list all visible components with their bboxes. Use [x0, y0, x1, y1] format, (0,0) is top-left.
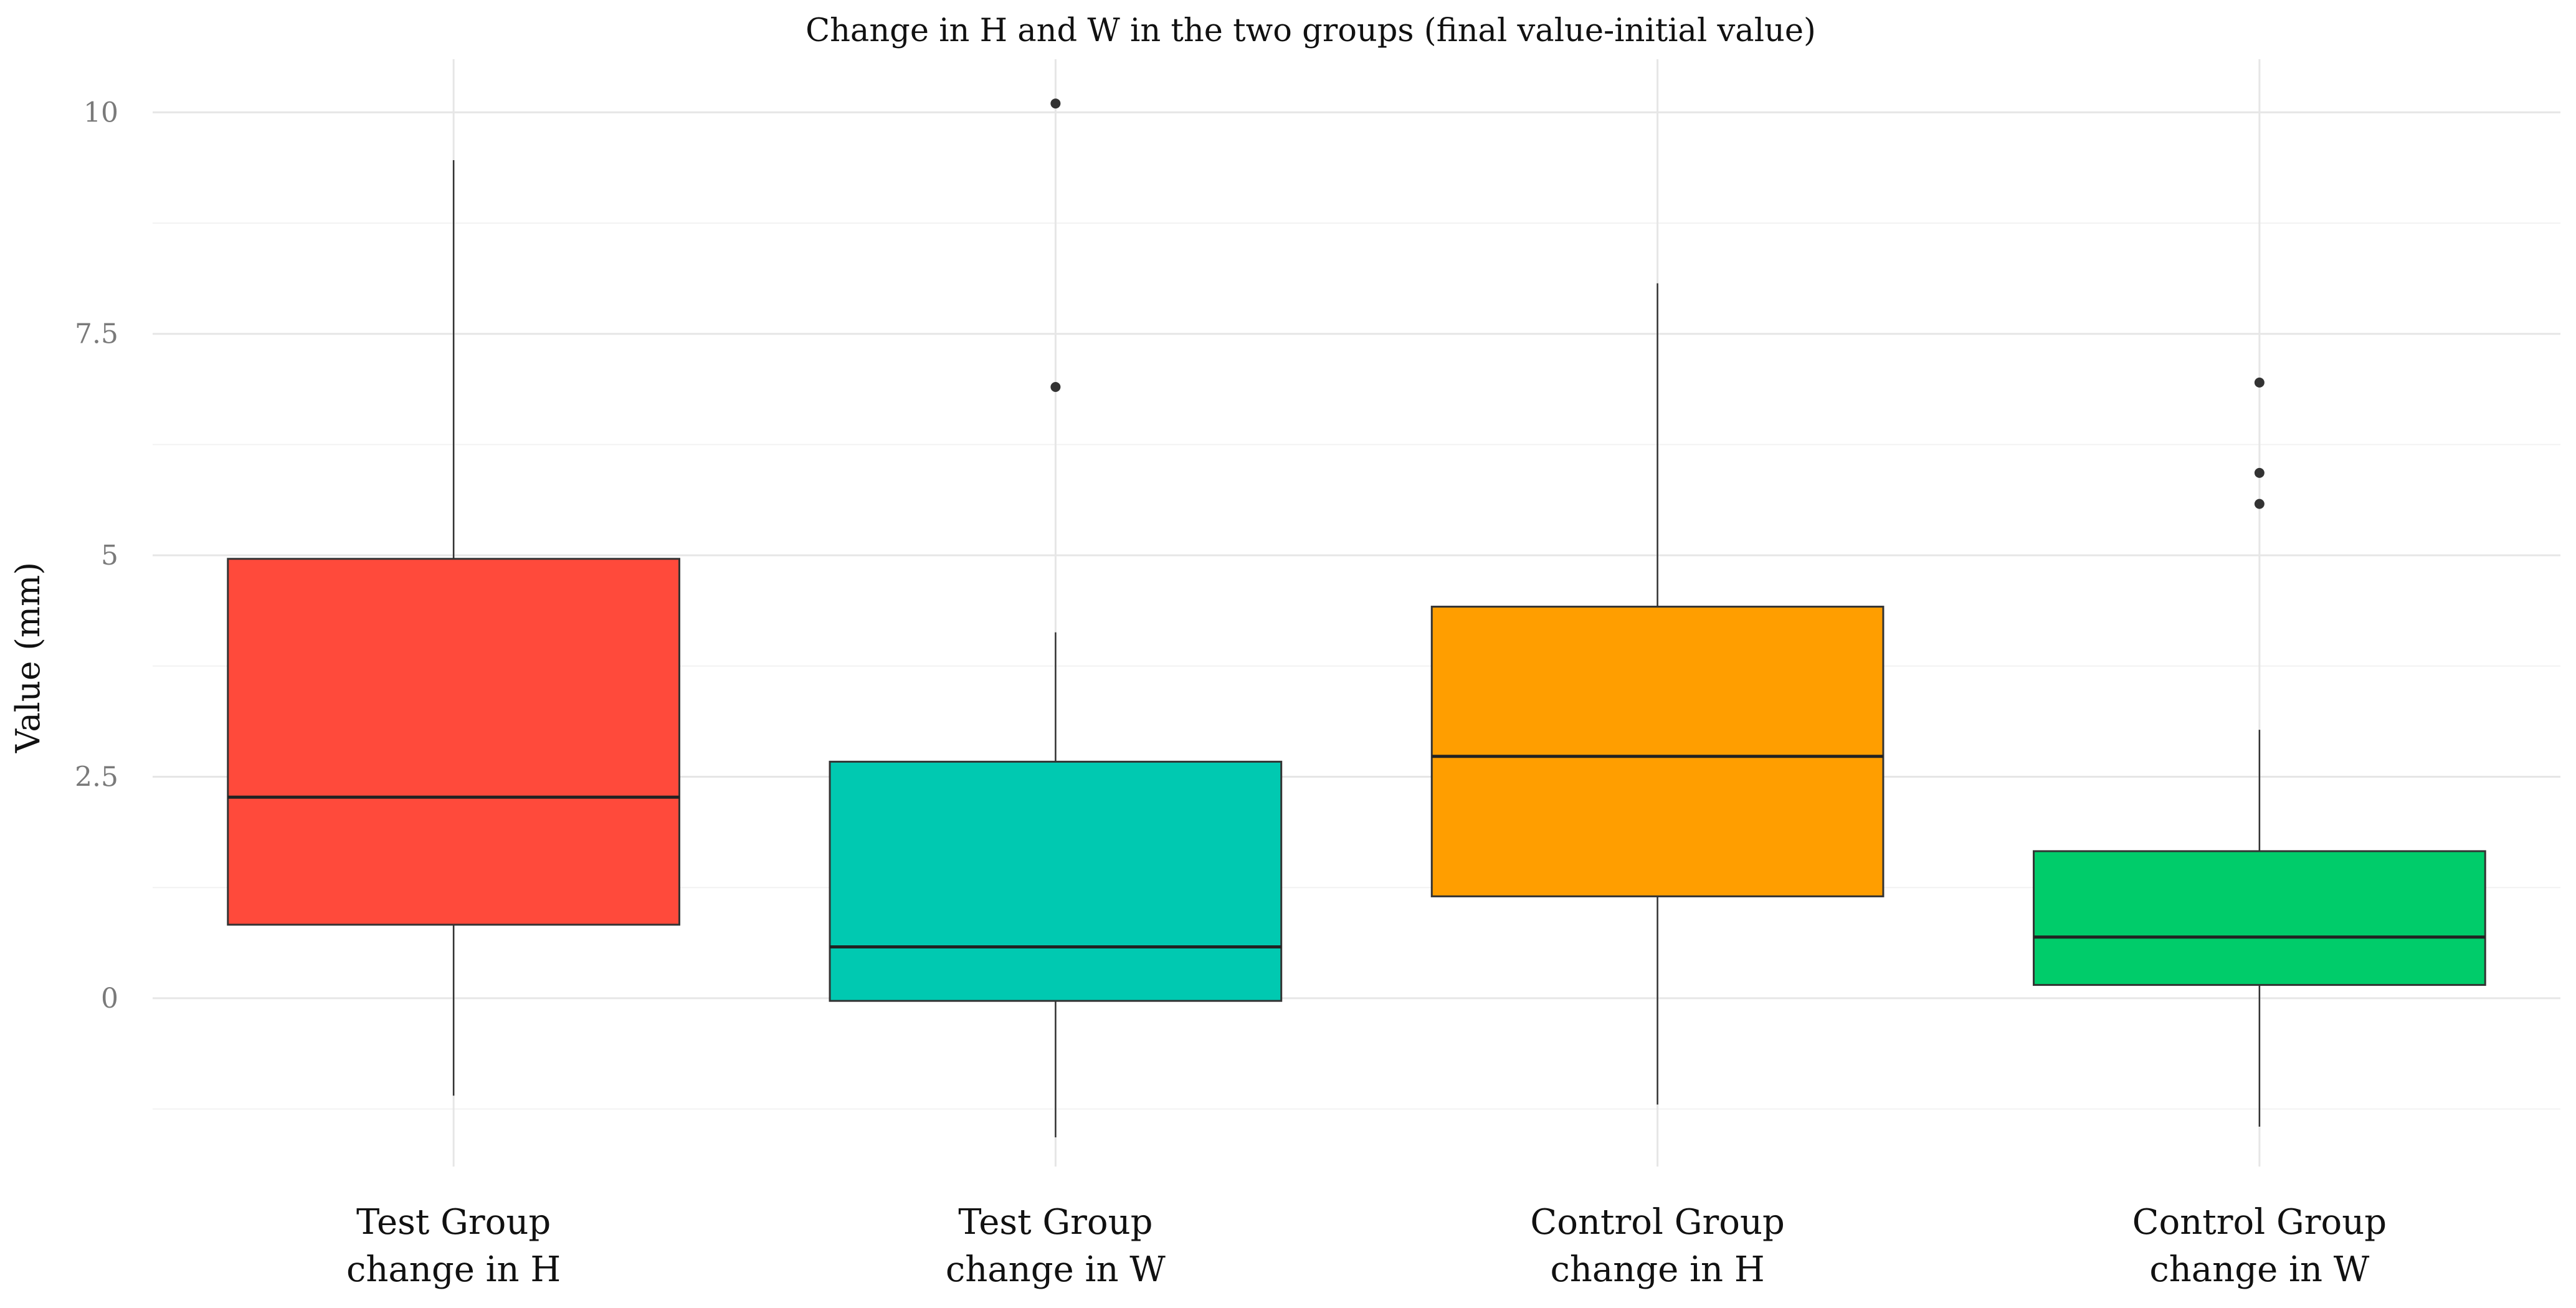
- y-tick-label: 2.5: [75, 761, 118, 793]
- chart-title: Change in H and W in the two groups (fin…: [806, 12, 1816, 49]
- x-tick-label-line: Control Group: [2132, 1202, 2387, 1243]
- x-tick-label-line: change in H: [1550, 1249, 1764, 1290]
- outlier-point: [1050, 98, 1061, 109]
- x-tick-label-line: Test Group: [356, 1202, 551, 1243]
- box-group: [227, 160, 680, 1096]
- box-body: [829, 760, 1283, 1002]
- outlier-point: [2254, 467, 2265, 478]
- box-group: [1430, 283, 1884, 1105]
- x-tick-label: Test Group change in H: [346, 1202, 561, 1290]
- x-tick-label-line: Control Group: [1530, 1202, 1784, 1243]
- x-tick-labels: Test Group change in H Test Group change in…: [346, 1202, 2387, 1290]
- y-tick-label: 7.5: [75, 318, 118, 350]
- y-tick-labels: 0 2.5 5 7.5 10: [75, 97, 118, 1014]
- box-body: [2033, 850, 2486, 986]
- outlier-point: [2254, 377, 2265, 388]
- outlier-point: [1050, 381, 1061, 392]
- x-tick-label-line: Test Group: [958, 1202, 1153, 1243]
- y-tick-label: 0: [101, 983, 118, 1014]
- box-group: [2033, 377, 2486, 1127]
- x-tick-label: Control Group change in H: [1530, 1202, 1784, 1290]
- y-tick-label: 5: [101, 540, 118, 571]
- x-tick-label-line: change in H: [346, 1249, 561, 1290]
- box-group: [829, 98, 1283, 1138]
- y-axis-label: Value (mm): [9, 562, 47, 753]
- outlier-point: [2254, 499, 2265, 509]
- boxes-layer: [227, 98, 2486, 1138]
- x-tick-label: Control Group change in W: [2132, 1202, 2387, 1290]
- x-tick-label-line: change in W: [946, 1249, 1166, 1290]
- box-body: [227, 558, 680, 926]
- x-tick-label-line: change in W: [2149, 1249, 2369, 1290]
- x-tick-label: Test Group change in W: [946, 1202, 1166, 1290]
- box-body: [1430, 606, 1884, 897]
- y-tick-label: 10: [83, 97, 118, 128]
